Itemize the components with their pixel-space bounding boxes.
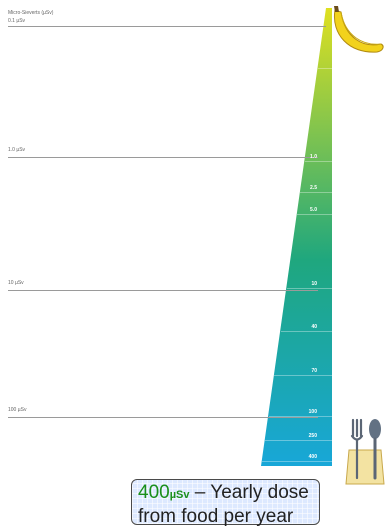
top-reference-line	[8, 26, 326, 27]
dose-triangle-shape	[261, 8, 332, 466]
banana-icon	[333, 6, 384, 53]
callout-amount: 400	[138, 482, 170, 503]
tick-line	[297, 214, 332, 215]
tick-label: 400	[308, 454, 317, 460]
top-reference-label: 0.1 µSv	[8, 18, 26, 24]
tick-label: 250	[308, 433, 317, 439]
tick-line	[265, 440, 332, 441]
tick-line	[280, 331, 332, 332]
tick-label: 40	[311, 324, 317, 330]
callout-unit: µSv	[169, 489, 190, 501]
tick-line	[262, 461, 332, 462]
reference-line	[8, 290, 318, 291]
tick-line	[286, 288, 332, 289]
tick-line	[300, 192, 332, 193]
tick-line	[318, 68, 332, 69]
tick-line	[268, 416, 332, 417]
fork-knife-spoon-icon	[345, 418, 385, 485]
callout-text-1: – Yearly dose	[189, 482, 309, 503]
tick-label: 5.0	[310, 207, 317, 213]
reference-line	[8, 157, 318, 158]
reference-label: 10 µSv	[8, 280, 24, 286]
food-dose-callout: 400µSv – Yearly dose from food per year	[131, 479, 320, 527]
tick-label: 1.0	[310, 154, 317, 160]
tick-label: 10	[311, 281, 317, 287]
reference-label: 100 µSv	[8, 407, 27, 413]
callout-line-1: 400µSv – Yearly dose	[138, 482, 313, 506]
unit-label: Micro-Sieverts (µSv)	[8, 10, 54, 16]
reference-line	[8, 417, 318, 418]
tick-label: 2.5	[310, 185, 317, 191]
tick-label: 70	[311, 368, 317, 374]
tick-line	[274, 375, 332, 376]
tick-label: 100	[308, 409, 317, 415]
tick-label: 0.4	[310, 61, 317, 67]
callout-text-2: from food per year	[138, 506, 294, 527]
reference-label: 1.0 µSv	[8, 147, 26, 153]
tick-line	[304, 161, 332, 162]
